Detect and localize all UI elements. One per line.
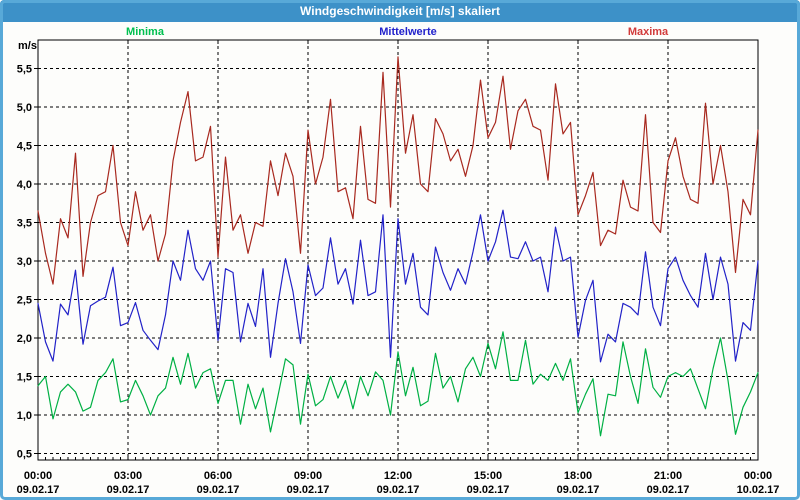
y-tick-label: 1,5 [17, 372, 32, 384]
x-tick-date-label: 09.02.17 [17, 484, 60, 496]
y-tick-label: 3,0 [17, 256, 32, 268]
y-tick-label: 3,5 [17, 218, 32, 230]
x-tick-time-label: 06:00 [204, 470, 232, 482]
x-tick-date-label: 09.02.17 [557, 484, 600, 496]
x-tick-date-label: 09.02.17 [467, 484, 510, 496]
series-minima-line [37, 331, 759, 437]
series-maxima-line [37, 56, 759, 285]
x-tick-time-label: 09:00 [294, 470, 322, 482]
x-tick-date-label: 09.02.17 [647, 484, 690, 496]
y-tick-label: 4,0 [17, 179, 32, 191]
y-tick-label: 2,5 [17, 295, 32, 307]
x-tick-time-label: 12:00 [384, 470, 412, 482]
x-tick-time-label: 15:00 [474, 470, 502, 482]
x-tick-time-label: 18:00 [564, 470, 592, 482]
y-tick-label: 0,5 [17, 449, 32, 461]
legend-maxima: Maxima [627, 26, 669, 38]
legend-minima: Minima [126, 26, 164, 38]
y-axis-unit-label: m/s [18, 40, 37, 52]
x-tick-date-label: 09.02.17 [287, 484, 330, 496]
x-tick-date-label: 09.02.17 [377, 484, 420, 496]
y-tick-label: 5,5 [17, 64, 32, 76]
x-tick-date-label: 09.02.17 [197, 484, 240, 496]
window-title: Windgeschwindigkeit [m/s] skaliert [300, 4, 500, 18]
x-tick-time-label: 00:00 [24, 470, 52, 482]
y-tick-label: 5,0 [17, 102, 32, 114]
x-tick-date-label: 09.02.17 [107, 484, 150, 496]
x-tick-time-label: 00:00 [744, 470, 772, 482]
x-tick-time-label: 21:00 [654, 470, 682, 482]
x-tick-time-label: 03:00 [114, 470, 142, 482]
series-mittelwerte-line [37, 209, 759, 363]
legend-mittelwerte: Mittelwerte [379, 26, 437, 38]
x-tick-date-label: 10.02.17 [737, 484, 780, 496]
y-tick-label: 1,0 [17, 410, 32, 422]
window-titlebar: Windgeschwindigkeit [m/s] skaliert [0, 0, 800, 22]
y-tick-label: 2,0 [17, 333, 32, 345]
y-tick-label: 4,5 [17, 141, 32, 153]
